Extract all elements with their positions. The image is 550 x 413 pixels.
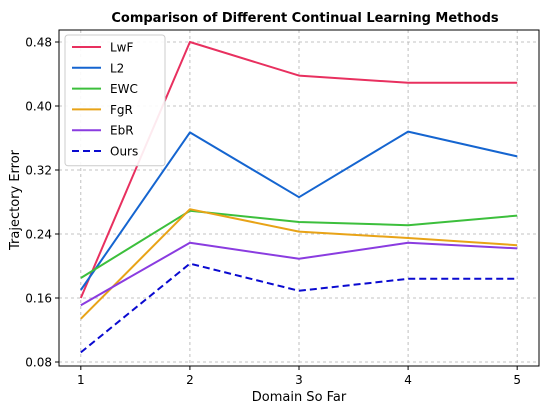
chart-title: Comparison of Different Continual Learni… <box>111 11 499 26</box>
series-line-ours <box>80 262 518 354</box>
legend-label: Ours <box>110 145 138 159</box>
y-tick-label: 0.32 <box>25 164 52 178</box>
y-tick-label: 0.08 <box>25 356 52 370</box>
legend-label: EbR <box>110 124 134 138</box>
legend-label: FgR <box>110 103 133 117</box>
series-line-l2 <box>79 130 518 291</box>
series-line-fgr <box>80 208 518 320</box>
legend: LwF L2 EWC FgR EbR Ours <box>64 34 166 167</box>
x-tick-label: 3 <box>295 373 303 387</box>
x-axis-label: Domain So Far <box>252 390 347 405</box>
series-line-ebr <box>80 241 518 307</box>
y-axis-label: Trajectory Error <box>8 149 23 251</box>
x-tick-label: 2 <box>186 373 194 387</box>
x-tick-label: 1 <box>77 373 85 387</box>
axis-ticks: 0.08 0.16 0.24 0.32 0.40 0.48 1 2 3 4 5 <box>25 36 521 388</box>
legend-label: L2 <box>110 61 124 75</box>
series-line-ewc <box>80 209 518 279</box>
y-tick-label: 0.48 <box>25 36 52 50</box>
legend-label: EWC <box>110 82 138 96</box>
legend-label: LwF <box>110 41 134 55</box>
x-tick-label: 5 <box>513 373 521 387</box>
x-tick-label: 4 <box>404 373 412 387</box>
y-tick-label: 0.24 <box>25 228 52 242</box>
y-tick-label: 0.40 <box>25 100 52 114</box>
series-lines <box>79 41 518 354</box>
grid <box>59 30 539 366</box>
y-tick-label: 0.16 <box>25 292 52 306</box>
